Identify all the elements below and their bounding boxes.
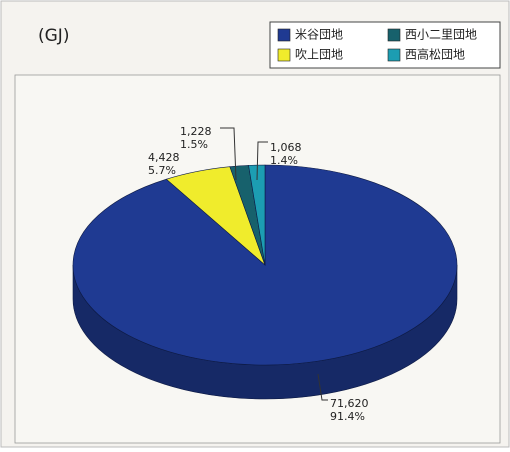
legend-label: 西小二里団地 (405, 28, 477, 42)
data-label: 1,068 (270, 141, 302, 154)
percent-label: 5.7% (148, 164, 176, 177)
percent-label: 91.4% (330, 410, 365, 423)
legend-swatch (387, 28, 401, 42)
legend-label: 吹上団地 (295, 48, 343, 62)
pie-slice (72, 164, 458, 366)
legend-swatch (387, 48, 401, 62)
pie-slice (248, 164, 266, 266)
data-label: 1,228 (180, 125, 212, 138)
leader-line (220, 127, 237, 181)
percent-label: 1.4% (270, 154, 298, 167)
legend-swatch (277, 28, 291, 42)
legend-label: 西高松団地 (405, 47, 465, 62)
leader-line (317, 373, 328, 401)
percent-label: 1.5% (180, 138, 208, 151)
leader-line (256, 141, 268, 181)
legend-swatch (277, 48, 291, 62)
data-label: 71,620 (330, 397, 369, 410)
axis-label: (GJ) (38, 26, 69, 46)
legend (269, 21, 501, 69)
legend-label: 米谷団地 (295, 28, 343, 42)
data-label: 4,428 (148, 151, 180, 164)
